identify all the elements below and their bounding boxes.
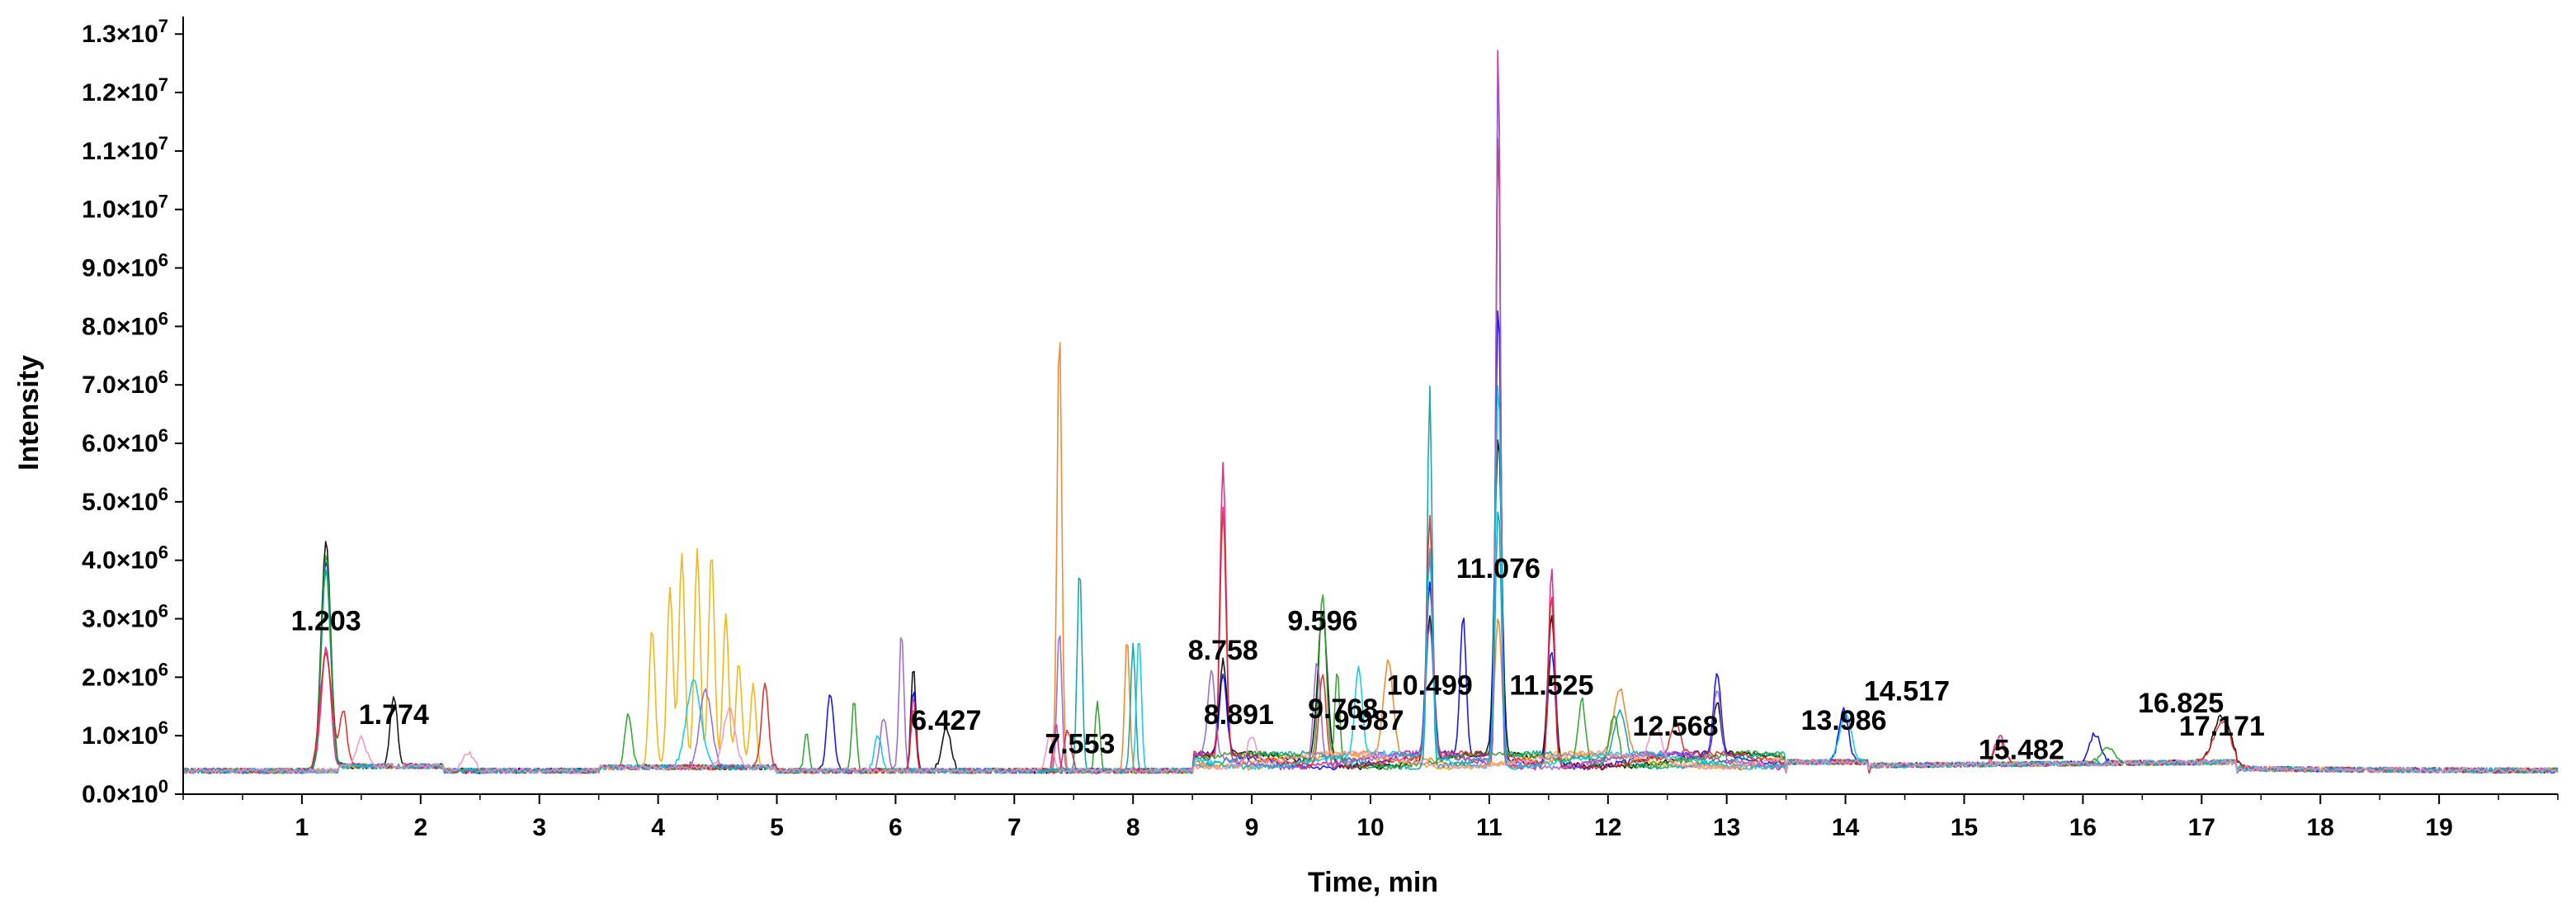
y-tick-label: 1.0×107	[82, 192, 168, 224]
peak-label: 6.427	[911, 705, 981, 736]
peak-label: 16.825	[2138, 688, 2224, 719]
y-tick-label: 5.0×106	[82, 484, 168, 516]
x-tick-label: 8	[1126, 814, 1140, 841]
peak-label: 1.774	[359, 699, 429, 731]
x-tick-label: 13	[1713, 814, 1740, 841]
y-tick-label: 1.2×107	[82, 74, 168, 106]
y-tick-group: 0.0×100 1.0×106 2.0×106 3.0×106 4.0×106 5.0×1…	[82, 16, 183, 808]
x-tick-label: 6	[889, 814, 903, 841]
y-tick-label: 8.0×106	[82, 308, 168, 340]
peak-label: 7.553	[1045, 728, 1115, 759]
peak-label: 10.499	[1387, 670, 1473, 702]
y-tick-label: 1.3×107	[82, 16, 168, 48]
peak-label: 11.525	[1509, 670, 1593, 702]
y-tick-label: 1.0×106	[82, 717, 168, 750]
x-tick-label: 17	[2188, 814, 2215, 841]
peak-label-group: 1.203 1.774 6.427 7.553 8.891 8.758 9.596 9.768…	[291, 553, 2265, 766]
peak-label: 13.986	[1801, 705, 1887, 736]
x-tick-label: 15	[1951, 814, 1978, 841]
trace-line-trace-pink	[182, 707, 2559, 774]
x-axis-title: Time, min	[1308, 867, 1438, 898]
x-tick-label: 12	[1594, 814, 1621, 841]
peak-label: 12.568	[1633, 711, 1719, 742]
y-tick-label: 9.0×106	[82, 250, 168, 282]
y-tick-label: 7.0×106	[82, 367, 168, 399]
peak-label: 1.203	[291, 606, 361, 637]
x-tick-label: 4	[651, 814, 665, 841]
y-tick-label: 4.0×106	[82, 542, 168, 575]
peak-label: 8.891	[1204, 699, 1274, 731]
x-tick-label: 18	[2307, 814, 2334, 841]
y-tick-label: 6.0×106	[82, 425, 168, 457]
x-tick-label: 3	[532, 814, 546, 841]
peak-label: 15.482	[1979, 735, 2064, 766]
x-tick-label: 16	[2069, 814, 2097, 841]
x-tick-label: 19	[2425, 814, 2452, 841]
x-tick-label: 10	[1356, 814, 1384, 841]
y-tick-label: 0.0×100	[82, 776, 168, 808]
x-tick-label: 2	[413, 814, 427, 841]
x-tick-label: 1	[295, 814, 309, 841]
peak-label: 9.596	[1287, 606, 1357, 637]
x-tick-group: 1 2 3 4 5 6 7 8 9 10 11 12 13 14 15 16 17 18 19	[182, 794, 2559, 841]
peak-label: 9.768	[1308, 693, 1378, 725]
peak-label: 17.171	[2179, 711, 2265, 742]
x-tick-label: 5	[770, 814, 784, 841]
x-tick-label: 11	[1476, 814, 1503, 841]
trace-line-trace-red	[182, 138, 2559, 774]
x-tick-label: 7	[1007, 814, 1021, 841]
y-axis-title: Intensity	[13, 355, 45, 471]
peak-label: 11.076	[1456, 553, 1540, 584]
y-tick-label: 1.1×107	[82, 133, 168, 165]
peak-label: 8.758	[1188, 635, 1258, 666]
x-tick-label: 9	[1245, 814, 1259, 841]
y-tick-label: 2.0×106	[82, 659, 168, 691]
trace-line-trace-cyan	[182, 385, 2559, 774]
y-tick-label: 3.0×106	[82, 601, 168, 633]
peak-label: 14.517	[1864, 676, 1950, 707]
peak-label: 9.987	[1334, 705, 1404, 736]
trace-group	[182, 50, 2559, 774]
x-tick-label: 14	[1832, 814, 1860, 841]
